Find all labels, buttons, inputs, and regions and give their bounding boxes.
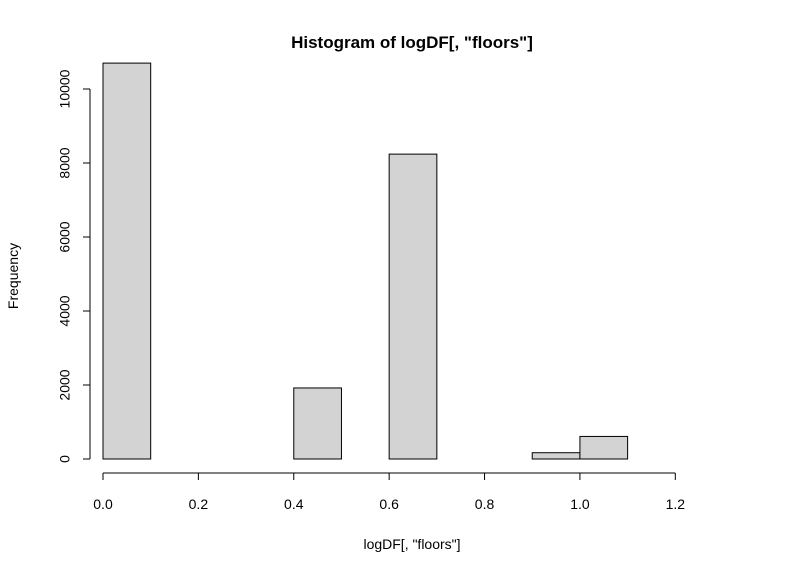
histogram-bar-6 — [388, 153, 438, 460]
y-tick-label: 2000 — [57, 369, 73, 400]
x-axis: 0.0 0.2 0.4 0.6 0.8 1.0 1.2 — [93, 472, 686, 512]
histogram-bar-10 — [579, 435, 629, 460]
x-tick-label: 1.0 — [570, 496, 590, 512]
x-axis-label: logDF[, "floors"] — [363, 536, 460, 552]
x-tick-label: 0.4 — [284, 496, 304, 512]
x-tick-label: 1.2 — [666, 496, 686, 512]
histogram-bar-4 — [293, 387, 342, 460]
x-tick-label: 0.6 — [379, 496, 399, 512]
chart-title: Histogram of logDF[, "floors"] — [291, 33, 533, 52]
x-tick-label: 0.8 — [475, 496, 495, 512]
histogram-bar-0 — [102, 62, 152, 460]
y-axis: 0 2000 4000 6000 8000 10000 — [57, 69, 91, 463]
y-tick-label: 0 — [57, 455, 73, 463]
y-tick-label: 10000 — [57, 69, 73, 108]
y-tick-label: 6000 — [57, 221, 73, 252]
x-tick-label: 0.0 — [93, 496, 113, 512]
histogram-bar-9 — [531, 452, 581, 460]
bars-group — [102, 62, 629, 460]
y-tick-label: 4000 — [57, 295, 73, 326]
y-tick-label: 8000 — [57, 147, 73, 178]
x-tick-label: 0.2 — [189, 496, 209, 512]
y-axis-label: Frequency — [5, 243, 21, 309]
